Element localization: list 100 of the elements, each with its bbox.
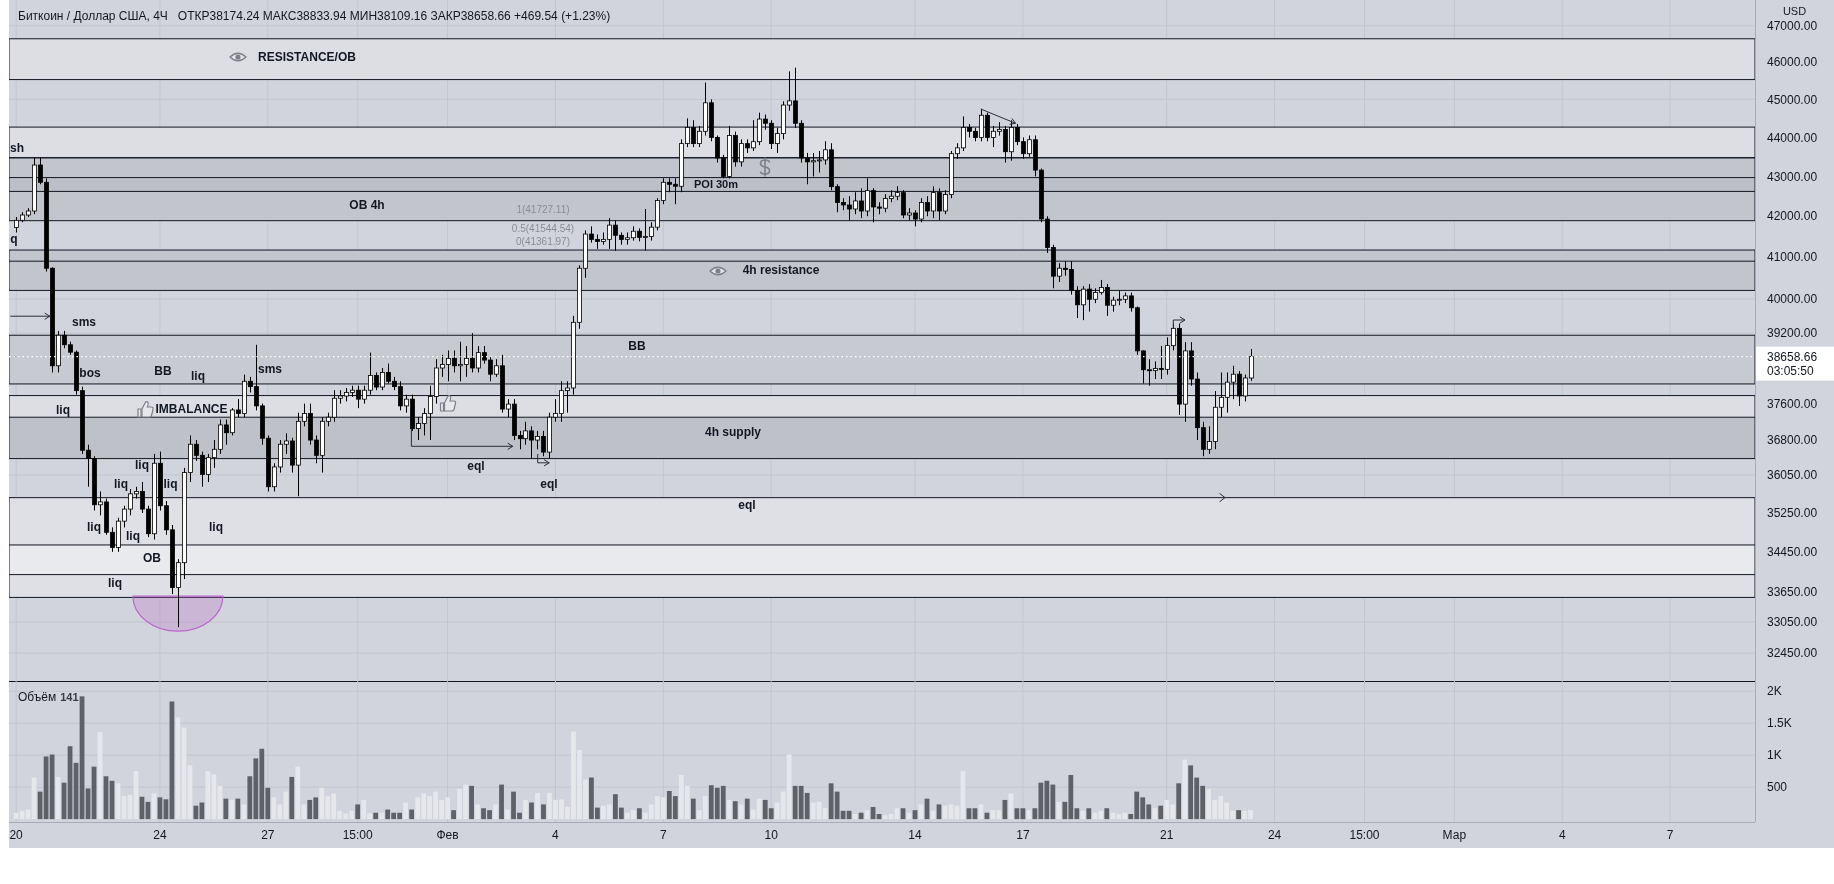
bar bbox=[738, 804, 744, 820]
annotation: liq bbox=[56, 402, 70, 417]
bar bbox=[373, 812, 379, 820]
bar bbox=[409, 809, 415, 820]
bar bbox=[241, 804, 247, 820]
y-tick-label: 39200.00 bbox=[1767, 326, 1818, 341]
text: ОТКР38174.24 МАКС38833.94 МИН38109.16 ЗАКР38658.66 +469.54 (+1.23%) bbox=[177, 9, 611, 23]
annotation: OB 4h bbox=[349, 198, 385, 213]
annotation: sh bbox=[9, 141, 25, 156]
y-tick-label: 1.5K bbox=[1767, 716, 1792, 731]
bar bbox=[1176, 783, 1182, 820]
annotation: sms bbox=[257, 362, 283, 377]
bar bbox=[1080, 810, 1086, 820]
annotation: liq bbox=[209, 520, 223, 535]
bar bbox=[535, 792, 540, 820]
annotation: RESISTANCE/OB bbox=[258, 50, 357, 65]
annotation: liq bbox=[191, 369, 205, 384]
bar bbox=[1104, 808, 1110, 820]
y-axis-title: USD bbox=[1782, 4, 1807, 17]
bar bbox=[475, 804, 480, 820]
bar bbox=[1026, 810, 1032, 820]
annotation: q bbox=[10, 232, 18, 247]
y-tick-label: 42000.00 bbox=[1767, 209, 1818, 224]
annotation: liq bbox=[87, 520, 101, 535]
annotation: liq bbox=[114, 477, 128, 492]
x-tick-label: 14 bbox=[908, 828, 923, 843]
x-tick-label: 24 bbox=[1267, 828, 1282, 843]
text: Объём bbox=[18, 690, 57, 704]
bar bbox=[1152, 808, 1158, 820]
bar bbox=[1236, 810, 1242, 820]
y-tick-label: 36050.00 bbox=[1767, 468, 1818, 483]
bar bbox=[229, 799, 235, 820]
annotation: 1(41727.11) bbox=[516, 203, 570, 215]
x-tick-label: 7 bbox=[659, 828, 667, 843]
annotation: liq bbox=[126, 529, 140, 544]
text: Биткоин / Доллар США, 4Ч bbox=[18, 9, 168, 23]
bar bbox=[726, 799, 732, 820]
y-tick-label: 43000.00 bbox=[1767, 169, 1818, 184]
bar bbox=[451, 810, 456, 820]
y-tick-label: 33650.00 bbox=[1767, 584, 1818, 599]
bar bbox=[636, 808, 642, 820]
x-tick-label: 4 bbox=[552, 828, 560, 843]
x-tick-label: Мар bbox=[1442, 828, 1467, 843]
annotation: bos bbox=[79, 365, 101, 380]
bar bbox=[541, 804, 546, 820]
y-tick-label: 45000.00 bbox=[1767, 92, 1818, 107]
annotation: sms bbox=[71, 315, 97, 330]
annotation: liq bbox=[163, 477, 178, 492]
y-tick-label: 41000.00 bbox=[1767, 250, 1818, 265]
bar bbox=[1086, 808, 1092, 820]
bar bbox=[1158, 805, 1164, 820]
bar bbox=[744, 798, 750, 820]
y-tick-label: 46000.00 bbox=[1767, 55, 1818, 70]
y-tick-label: 33050.00 bbox=[1767, 615, 1818, 630]
bar bbox=[523, 799, 528, 820]
x-tick-label: 4 bbox=[1558, 828, 1566, 843]
annotation: 4h resistance bbox=[742, 263, 820, 278]
y-tick-label: 500 bbox=[1767, 780, 1788, 795]
bar bbox=[379, 812, 385, 820]
x-tick-label: 21 bbox=[1160, 828, 1174, 843]
annotation: IMBALANCE bbox=[155, 402, 228, 417]
x-tick-label: 7 bbox=[1666, 828, 1674, 843]
bar bbox=[499, 784, 504, 820]
annotation: 141 bbox=[60, 691, 79, 703]
x-tick-label: 10 bbox=[764, 828, 779, 843]
bar bbox=[289, 776, 295, 820]
y-tick-label: 34450.00 bbox=[1767, 545, 1818, 560]
x-tick-label: 27 bbox=[261, 828, 275, 843]
y-tick-label: 44000.00 bbox=[1767, 130, 1818, 145]
y-tick-label: 47000.00 bbox=[1767, 18, 1818, 33]
annotation: eql bbox=[540, 477, 558, 492]
y-tick-label: 35250.00 bbox=[1767, 506, 1818, 521]
annotation: 0(41361.97) bbox=[516, 235, 570, 247]
y-tick-label: 1K bbox=[1767, 748, 1782, 763]
bar bbox=[690, 798, 696, 820]
bar bbox=[1056, 801, 1062, 820]
annotation: liq bbox=[135, 458, 149, 473]
bar bbox=[1182, 759, 1188, 820]
y-tick-label: 40000.00 bbox=[1767, 292, 1818, 307]
y-tick-label: 32450.00 bbox=[1767, 646, 1818, 661]
annotation: POI 30m bbox=[693, 178, 739, 191]
annotation: 0.5(41544.54) bbox=[511, 222, 575, 234]
ref-line-label: 38658.66 bbox=[1767, 349, 1818, 364]
x-tick-label: 24 bbox=[153, 828, 167, 843]
annotation: liq bbox=[108, 576, 122, 591]
bar bbox=[355, 804, 361, 820]
annotation: BB bbox=[154, 364, 172, 379]
annotation: BB bbox=[628, 339, 646, 354]
bar bbox=[732, 801, 738, 820]
x-tick-label: 15:00 bbox=[342, 828, 374, 843]
annotation: 4h supply bbox=[704, 425, 762, 440]
annotation: OB bbox=[143, 551, 162, 566]
bar bbox=[469, 785, 474, 820]
bar bbox=[223, 798, 229, 820]
bar bbox=[403, 802, 409, 820]
bar bbox=[529, 802, 534, 820]
bar bbox=[505, 809, 510, 820]
bar bbox=[493, 804, 498, 820]
y-tick-label: 2K bbox=[1767, 684, 1782, 699]
annotation: eql bbox=[467, 459, 485, 474]
